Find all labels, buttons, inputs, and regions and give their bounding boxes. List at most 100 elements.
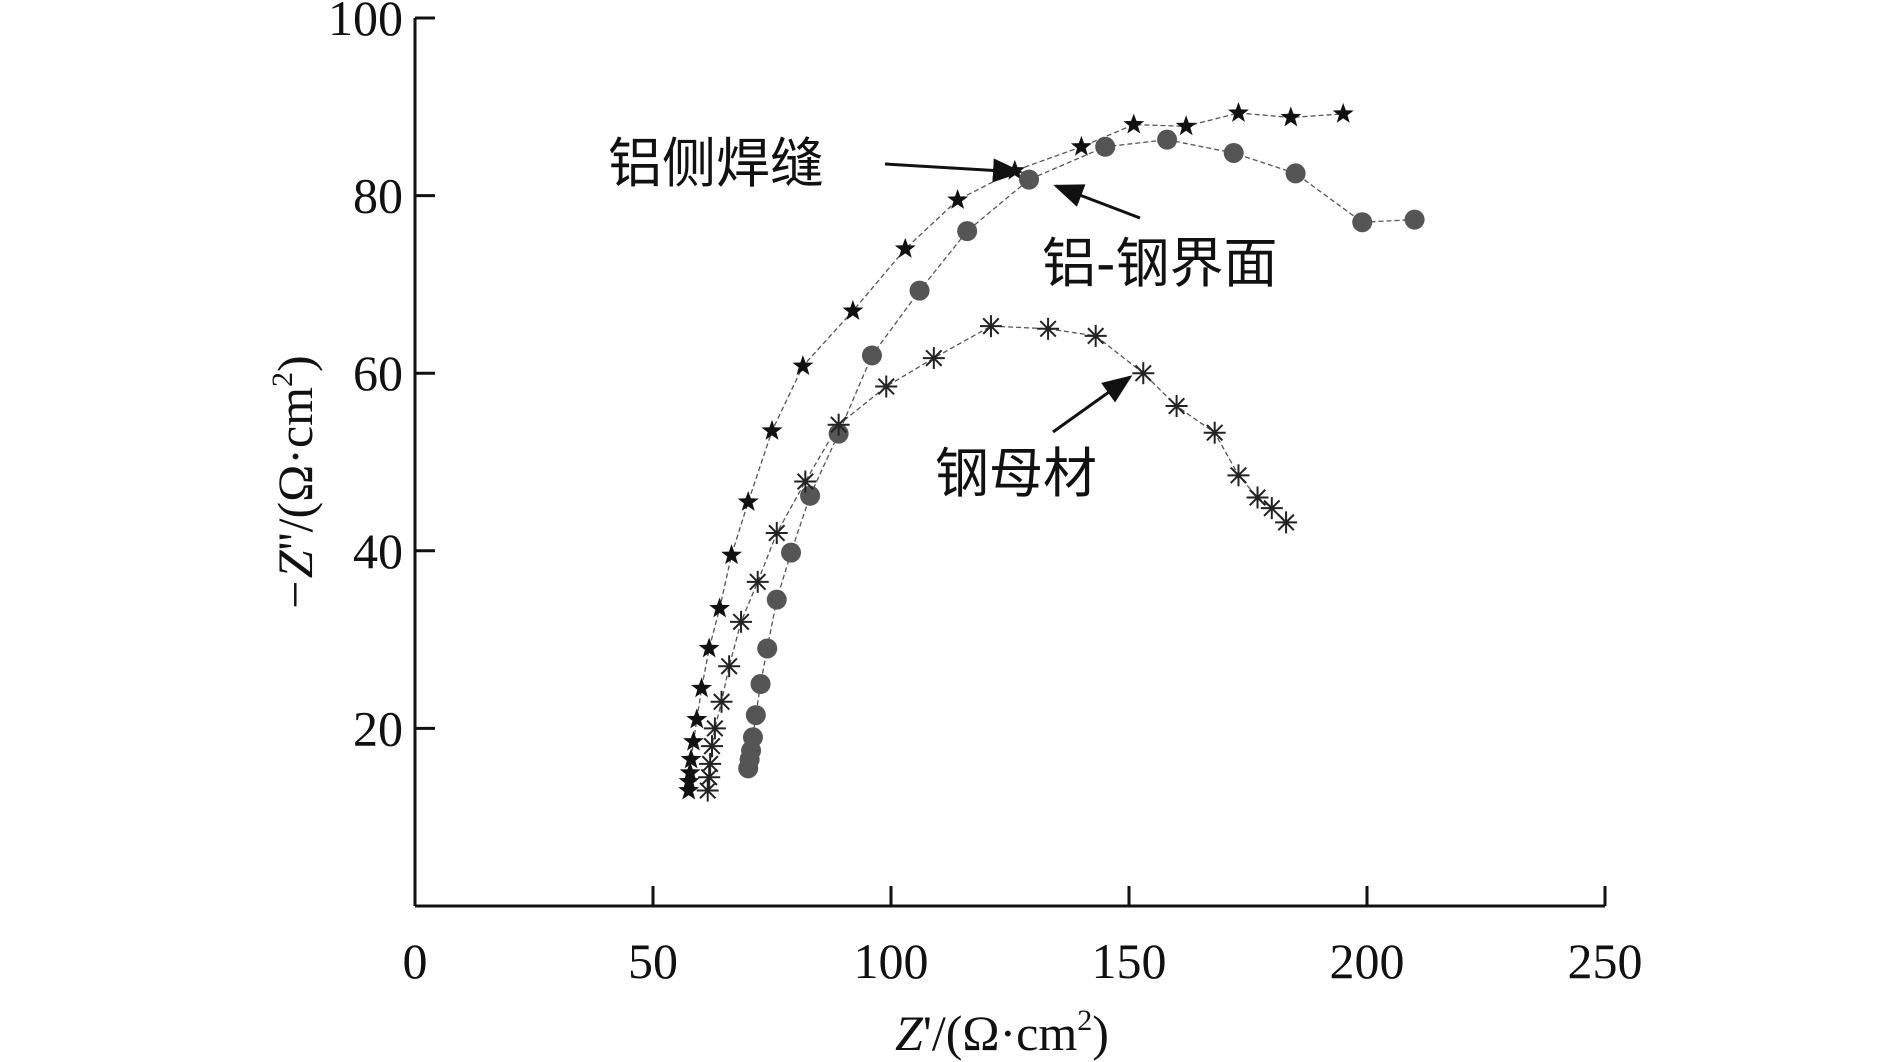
data-point-asterisk: [1084, 324, 1107, 347]
data-point-star: [721, 544, 742, 565]
annotation-al-steel-interface-arrow: [1053, 184, 1141, 220]
data-point-circle: [766, 589, 787, 610]
data-point-asterisk: [1275, 511, 1298, 534]
y-tick-label: 80: [353, 168, 403, 224]
y-axis-label-prime: '': [267, 532, 323, 550]
data-point-star: [678, 770, 700, 791]
data-point-asterisk: [696, 779, 719, 802]
data-point-asterisk: [1203, 421, 1226, 444]
x-axis-label-unit: /(Ω·cm: [932, 1005, 1078, 1061]
x-axis-label: Z'/(Ω·cm2): [895, 1004, 1109, 1061]
data-point-circle: [745, 705, 766, 726]
data-point-asterisk: [703, 717, 726, 740]
y-axis-ticks: 20 40 60 80 100: [328, 0, 435, 756]
data-point-circle: [957, 221, 978, 242]
data-point-star: [678, 779, 700, 800]
data-point-asterisk: [765, 522, 788, 545]
data-point-asterisk: [922, 347, 945, 370]
x-tick-label: 200: [1330, 933, 1405, 989]
annotation-al-weld: 铝侧焊缝: [608, 132, 1023, 195]
data-point-star: [686, 708, 708, 729]
data-point-star: [1332, 102, 1354, 123]
annotation-al-weld-arrow: [884, 158, 1023, 183]
y-axis-label-var: −Z: [267, 549, 323, 612]
data-point-asterisk: [710, 690, 733, 713]
data-point-circle: [861, 345, 882, 366]
data-point-star: [1175, 115, 1197, 136]
data-point-asterisk: [701, 735, 724, 758]
data-point-asterisk: [1227, 464, 1250, 487]
data-point-circle: [757, 638, 778, 659]
data-point-asterisk: [1132, 362, 1155, 385]
data-point-star: [1280, 106, 1302, 127]
data-point-asterisk: [1260, 497, 1283, 520]
data-point-circle: [909, 280, 930, 301]
data-point-star: [1228, 102, 1249, 122]
data-point-circle: [1223, 142, 1244, 163]
data-point-circle: [750, 674, 771, 694]
data-point-circle: [781, 542, 802, 563]
y-axis-label-close: ): [267, 355, 323, 372]
x-axis-label-prime: ': [923, 1005, 932, 1061]
x-tick-label: 100: [854, 933, 929, 989]
data-point-circle: [1352, 212, 1373, 233]
y-axis-label-sup: 2: [266, 372, 299, 387]
y-axis-label: −Z''/(Ω·cm2): [266, 355, 323, 612]
data-point-star: [792, 355, 814, 375]
x-tick-label: 250: [1568, 933, 1643, 989]
data-point-circle: [1404, 209, 1425, 230]
data-point-circle: [800, 485, 821, 506]
y-tick-label: 100: [328, 0, 403, 46]
data-point-star: [842, 300, 864, 320]
annotation-steel-base-label: 钢母材: [935, 442, 1097, 505]
data-point-star: [698, 637, 720, 658]
data-point-star: [1123, 113, 1145, 134]
annotation-al-steel-interface-label: 铝-钢界面: [1042, 232, 1278, 295]
series-2: [696, 315, 1298, 802]
data-point-star: [709, 597, 731, 618]
x-axis-label-var: Z: [895, 1005, 924, 1061]
data-point-asterisk: [698, 766, 721, 789]
data-point-asterisk: [794, 470, 817, 493]
data-point-asterisk: [1246, 486, 1269, 509]
series-layer: [678, 102, 1425, 802]
data-point-asterisk: [979, 315, 1002, 338]
y-tick-label: 20: [353, 700, 403, 756]
x-axis-label-close: ): [1092, 1005, 1109, 1061]
x-tick-label: 50: [628, 933, 678, 989]
data-point-star: [1070, 135, 1092, 156]
data-point-asterisk: [718, 655, 741, 678]
data-point-asterisk: [1037, 317, 1060, 340]
data-point-star: [683, 730, 704, 751]
data-point-star: [691, 677, 712, 698]
data-point-asterisk: [746, 570, 769, 593]
data-point-star: [737, 491, 759, 511]
annotation-steel-base-arrow: [1052, 375, 1133, 434]
data-point-asterisk: [730, 610, 753, 633]
x-tick-label: 0: [403, 933, 428, 989]
data-point-asterisk: [1165, 395, 1188, 418]
data-point-star: [679, 761, 701, 782]
data-point-star: [680, 748, 702, 769]
data-point-asterisk: [827, 413, 850, 436]
annotation-al-weld-label: 铝侧焊缝: [608, 132, 824, 195]
data-point-circle: [1157, 129, 1178, 150]
data-point-asterisk: [699, 752, 722, 775]
y-tick-label: 40: [353, 523, 403, 579]
data-point-star: [761, 419, 783, 440]
data-point-circle: [1285, 163, 1306, 184]
data-point-star: [894, 237, 916, 258]
data-point-circle: [1095, 136, 1116, 157]
y-axis-label-unit: /(Ω·cm: [267, 387, 323, 533]
data-point-asterisk: [875, 375, 898, 398]
data-point-circle: [742, 727, 763, 748]
y-tick-label: 60: [353, 345, 403, 401]
x-tick-label: 150: [1092, 933, 1167, 989]
x-axis-ticks: 0 50 100 150 200 250: [403, 886, 1643, 989]
x-axis-label-sup: 2: [1077, 1004, 1092, 1037]
annotation-al-steel-interface: 铝-钢界面: [1042, 184, 1278, 295]
data-point-circle: [1019, 169, 1040, 190]
data-point-star: [947, 189, 969, 209]
annotation-steel-base: 钢母材: [935, 375, 1133, 505]
